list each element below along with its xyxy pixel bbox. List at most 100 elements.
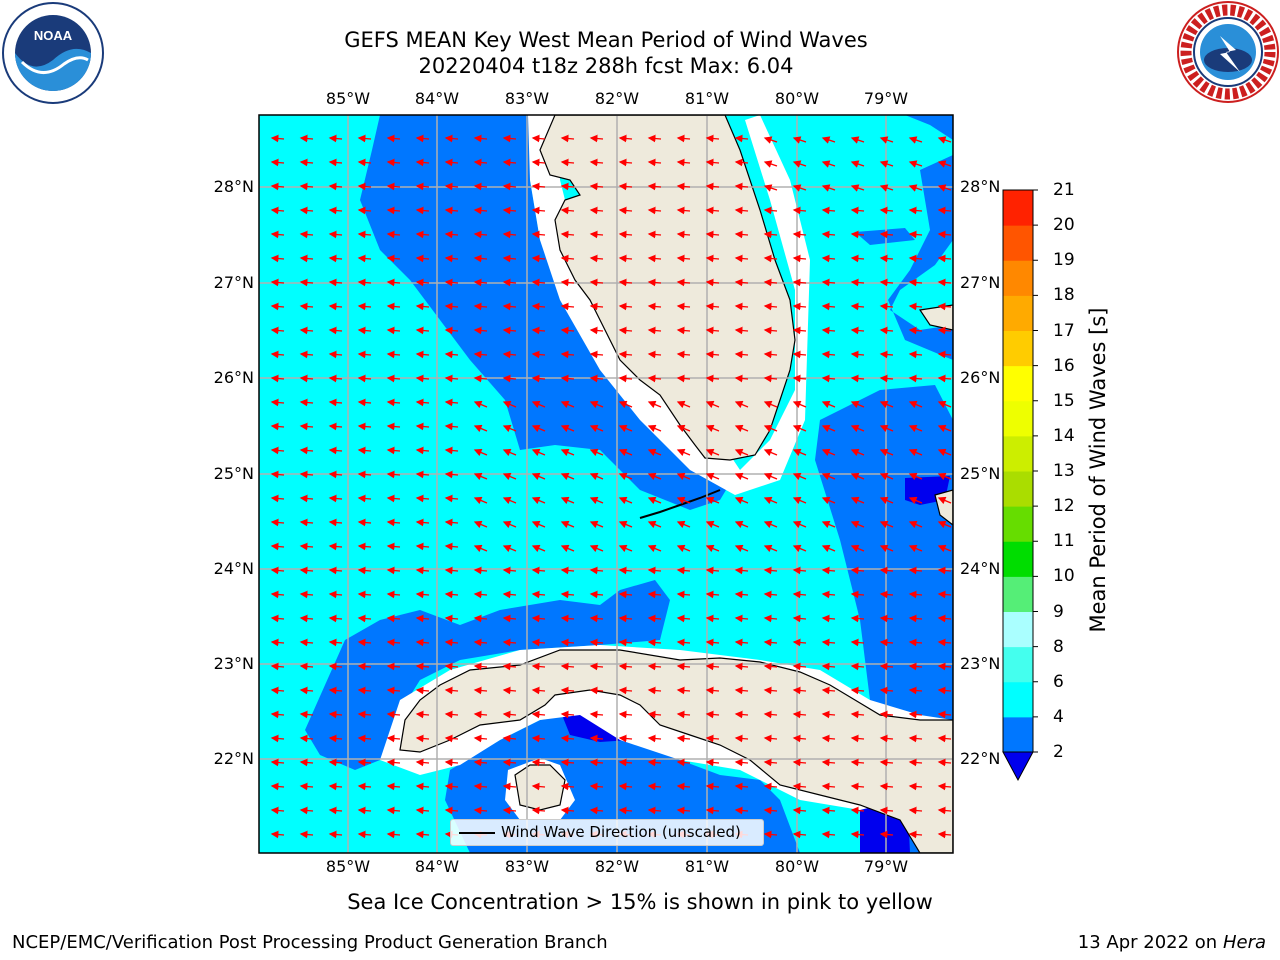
wind-arrow	[676, 662, 691, 671]
wind-arrow	[647, 254, 662, 263]
wind-arrow	[328, 350, 343, 359]
wind-arrow	[473, 134, 488, 143]
wind-arrow	[792, 230, 807, 239]
wind-arrow	[473, 590, 488, 599]
wind-arrow	[560, 302, 575, 311]
wind-arrow	[647, 448, 662, 457]
wind-arrow	[531, 566, 546, 575]
wind-arrow	[444, 542, 459, 551]
wind-arrow	[908, 230, 923, 239]
wind-arrow	[763, 472, 778, 481]
wind-arrow	[415, 374, 430, 383]
wind-arrow	[763, 278, 778, 287]
wind-arrow	[357, 350, 372, 359]
wind-arrow	[444, 182, 459, 191]
wind-arrow	[676, 374, 691, 383]
wind-arrow	[792, 472, 807, 481]
wind-arrow	[647, 638, 662, 647]
wind-arrow	[357, 302, 372, 311]
wind-arrow	[589, 206, 604, 215]
wind-arrow	[821, 374, 836, 383]
wind-arrow	[502, 520, 517, 529]
wind-arrow	[792, 160, 807, 168]
wind-arrow	[647, 758, 662, 767]
legend: Wind Wave Direction (unscaled)	[450, 819, 764, 846]
wind-arrow	[531, 350, 546, 359]
wind-arrow	[850, 806, 865, 815]
wind-arrow	[444, 350, 459, 359]
wind-arrow	[444, 398, 459, 407]
wind-arrow	[763, 326, 778, 335]
wind-arrow	[908, 302, 923, 311]
wind-arrow	[734, 566, 749, 575]
wind-arrow	[589, 230, 604, 239]
wind-arrow	[647, 182, 662, 191]
wind-arrow	[444, 638, 459, 647]
wind-arrow	[357, 494, 372, 503]
wind-arrow	[734, 496, 749, 505]
wind-arrow	[560, 182, 575, 191]
wind-arrow	[618, 350, 633, 359]
wind-arrow	[908, 160, 923, 168]
wind-arrow	[908, 638, 923, 647]
wind-arrow	[676, 590, 691, 599]
wind-arrow	[821, 326, 836, 335]
wind-arrow	[328, 806, 343, 815]
wind-arrow	[937, 424, 952, 433]
wind-arrow	[531, 590, 546, 599]
wind-arrow	[850, 278, 865, 287]
wind-arrow	[270, 686, 285, 695]
wind-arrow	[560, 278, 575, 287]
sea-ice-note: Sea Ice Concentration > 15% is shown in …	[347, 890, 933, 914]
wind-arrow	[531, 230, 546, 239]
wind-arrow	[734, 302, 749, 311]
wind-arrow	[560, 448, 575, 457]
wind-arrow	[328, 614, 343, 623]
wind-arrow	[328, 566, 343, 575]
wind-arrow	[270, 830, 285, 839]
wind-arrow	[879, 806, 894, 815]
colorbar-tick-label: 12	[1053, 496, 1075, 517]
wind-arrow	[705, 350, 720, 359]
wind-arrow	[589, 734, 604, 743]
wind-arrow	[415, 662, 430, 671]
wind-arrow	[357, 734, 372, 743]
lon-label: 83°W	[504, 857, 550, 876]
wind-arrow	[270, 446, 285, 455]
lat-label: 23°N	[213, 654, 254, 673]
wind-arrow	[937, 184, 952, 192]
wind-arrow	[415, 230, 430, 239]
wind-arrow	[676, 520, 691, 529]
lat-label: 28°N	[960, 177, 1001, 196]
wind-arrow	[618, 278, 633, 287]
wind-arrow	[531, 448, 546, 457]
wind-arrow	[734, 590, 749, 599]
wind-arrow	[676, 806, 691, 815]
wind-arrow	[473, 230, 488, 239]
wind-arrow	[415, 686, 430, 695]
wind-arrow	[531, 806, 546, 815]
footer-date: 13 Apr 2022 on Hera	[1078, 932, 1266, 953]
wind-arrow	[386, 590, 401, 599]
wind-arrow	[734, 638, 749, 647]
wind-arrow	[705, 206, 720, 215]
wind-arrow	[328, 830, 343, 839]
wind-arrow	[879, 614, 894, 623]
wind-arrow	[473, 472, 488, 481]
wind-arrow	[299, 254, 314, 263]
wind-arrow	[763, 758, 778, 767]
wind-arrow	[821, 350, 836, 359]
wind-arrow	[705, 134, 720, 143]
wind-arrow	[473, 734, 488, 743]
wind-arrow	[647, 326, 662, 335]
wind-arrow	[560, 496, 575, 505]
wind-arrow	[763, 806, 778, 815]
colorbar	[1002, 189, 1038, 782]
wind-arrow	[647, 278, 662, 287]
wind-arrow	[879, 590, 894, 599]
wind-arrow	[908, 472, 923, 481]
wind-arrow	[647, 158, 662, 167]
wind-arrow	[270, 494, 285, 503]
wind-arrow	[560, 806, 575, 815]
wind-arrow	[415, 350, 430, 359]
